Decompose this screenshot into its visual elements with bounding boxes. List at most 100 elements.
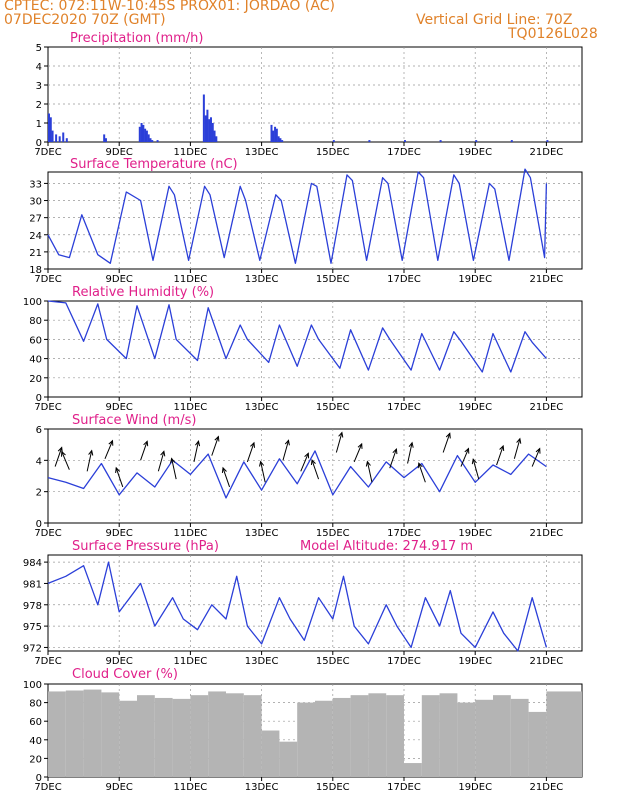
- wind-arrow-head: [392, 448, 398, 455]
- header-code: TQ0126L028: [508, 26, 598, 42]
- xtick-label: 7DEC: [34, 147, 61, 158]
- xtick-label: 13DEC: [245, 147, 279, 158]
- wind-arrow: [531, 448, 541, 467]
- panel-frame-3: [47, 428, 583, 524]
- wind-arrow: [418, 463, 426, 483]
- ytick-label: 984: [23, 558, 42, 569]
- wind-arrow: [115, 467, 124, 488]
- xtick-label: 9DEC: [106, 274, 133, 285]
- wind-arrow: [460, 448, 469, 467]
- wind-arrow-head: [160, 450, 166, 457]
- ytick-label: 27: [29, 214, 42, 225]
- ytick-label: 20: [29, 754, 42, 765]
- series-line: [47, 450, 547, 499]
- xtick-label: 15DEC: [316, 147, 350, 158]
- xtick-label: 17DEC: [387, 656, 421, 667]
- wind-arrow: [442, 433, 451, 453]
- precip-bar: [55, 134, 58, 142]
- xtick-label: 13DEC: [245, 528, 279, 539]
- cloud-bar: [475, 699, 493, 777]
- xtick-label: 11DEC: [174, 402, 208, 413]
- xtick-label: 15DEC: [316, 402, 350, 413]
- xtick-label: 13DEC: [245, 402, 279, 413]
- cloud-bar: [546, 691, 582, 777]
- xtick-label: 11DEC: [174, 528, 208, 539]
- ytick-label: 2: [36, 488, 42, 499]
- ytick-label: 100: [23, 680, 42, 691]
- xtick-label: 9DEC: [106, 147, 133, 158]
- xtick-label: 21DEC: [530, 782, 564, 793]
- panel-annotation: Model Altitude: 274.917 m: [300, 539, 473, 554]
- ytick-label: 0: [36, 138, 42, 149]
- panel-frame-0: [47, 46, 583, 143]
- xtick-label: 15DEC: [316, 656, 350, 667]
- precip-bar: [49, 117, 52, 142]
- xtick-label: 13DEC: [245, 782, 279, 793]
- ytick-label: 4: [36, 62, 42, 73]
- ytick-label: 978: [23, 601, 42, 612]
- panel-title: Surface Wind (m/s): [72, 413, 196, 428]
- wind-arrow-head: [214, 435, 220, 442]
- wind-arrow-head: [259, 460, 265, 467]
- ytick-label: 21: [29, 248, 42, 259]
- wind-arrow-head: [310, 459, 316, 466]
- wind-arrow-head: [304, 452, 310, 459]
- cloud-bar: [137, 695, 155, 777]
- wind-arrow-head: [516, 437, 522, 444]
- xtick-label: 7DEC: [34, 782, 61, 793]
- cloud-bar: [439, 693, 458, 777]
- xtick-label: 13DEC: [245, 656, 279, 667]
- wind-arrow-head: [357, 442, 363, 449]
- cloud-bar: [83, 689, 102, 777]
- precip-bar: [149, 138, 152, 142]
- xtick-label: 9DEC: [106, 528, 133, 539]
- wind-arrow: [472, 459, 480, 480]
- xtick-label: 11DEC: [174, 274, 208, 285]
- wind-arrow: [61, 451, 70, 470]
- cloud-bar: [315, 700, 333, 777]
- precip-bar: [272, 130, 275, 142]
- wind-arrow: [104, 440, 113, 459]
- wind-arrow-head: [221, 466, 227, 473]
- wind-arrow-head: [365, 460, 371, 467]
- cloud-bar: [510, 698, 529, 777]
- xtick-label: 9DEC: [106, 402, 133, 413]
- ytick-label: 0: [36, 519, 42, 530]
- xtick-label: 17DEC: [387, 782, 421, 793]
- cloud-bar: [243, 695, 262, 777]
- xtick-label: 21DEC: [530, 147, 564, 158]
- xtick-label: 7DEC: [34, 528, 61, 539]
- wind-arrow: [222, 467, 231, 488]
- header-date: 07DEC2020 70Z (GMT): [4, 12, 166, 28]
- ytick-label: 60: [29, 717, 42, 728]
- xtick-label: 11DEC: [174, 782, 208, 793]
- cloud-bar: [386, 695, 404, 777]
- panel-frame-4: [47, 554, 583, 652]
- panel-frame-2: [47, 300, 583, 398]
- xtick-label: 21DEC: [530, 274, 564, 285]
- precip-bar: [103, 134, 106, 142]
- precip-bar: [546, 140, 549, 142]
- panel-title: Surface Temperature (nC): [70, 157, 238, 172]
- xtick-label: 9DEC: [106, 782, 133, 793]
- ytick-label: 40: [29, 736, 42, 747]
- precip-bar: [270, 124, 273, 142]
- cloud-bar: [190, 695, 209, 777]
- xtick-label: 7DEC: [34, 274, 61, 285]
- precip-bar: [138, 126, 141, 142]
- wind-arrow-head: [88, 449, 94, 456]
- ytick-label: 60: [29, 335, 42, 346]
- cloud-bar: [457, 702, 476, 777]
- ytick-label: 100: [23, 297, 42, 308]
- precip-bar: [156, 140, 159, 142]
- cloud-bar: [172, 698, 191, 777]
- wind-arrow-head: [499, 444, 505, 451]
- wind-arrow-head: [338, 431, 344, 438]
- panel-title: Cloud Cover (%): [72, 667, 178, 682]
- precip-bar: [208, 119, 211, 142]
- wind-arrow: [335, 432, 343, 453]
- xtick-label: 19DEC: [458, 147, 492, 158]
- wind-arrow-head: [471, 458, 477, 465]
- xtick-label: 7DEC: [34, 656, 61, 667]
